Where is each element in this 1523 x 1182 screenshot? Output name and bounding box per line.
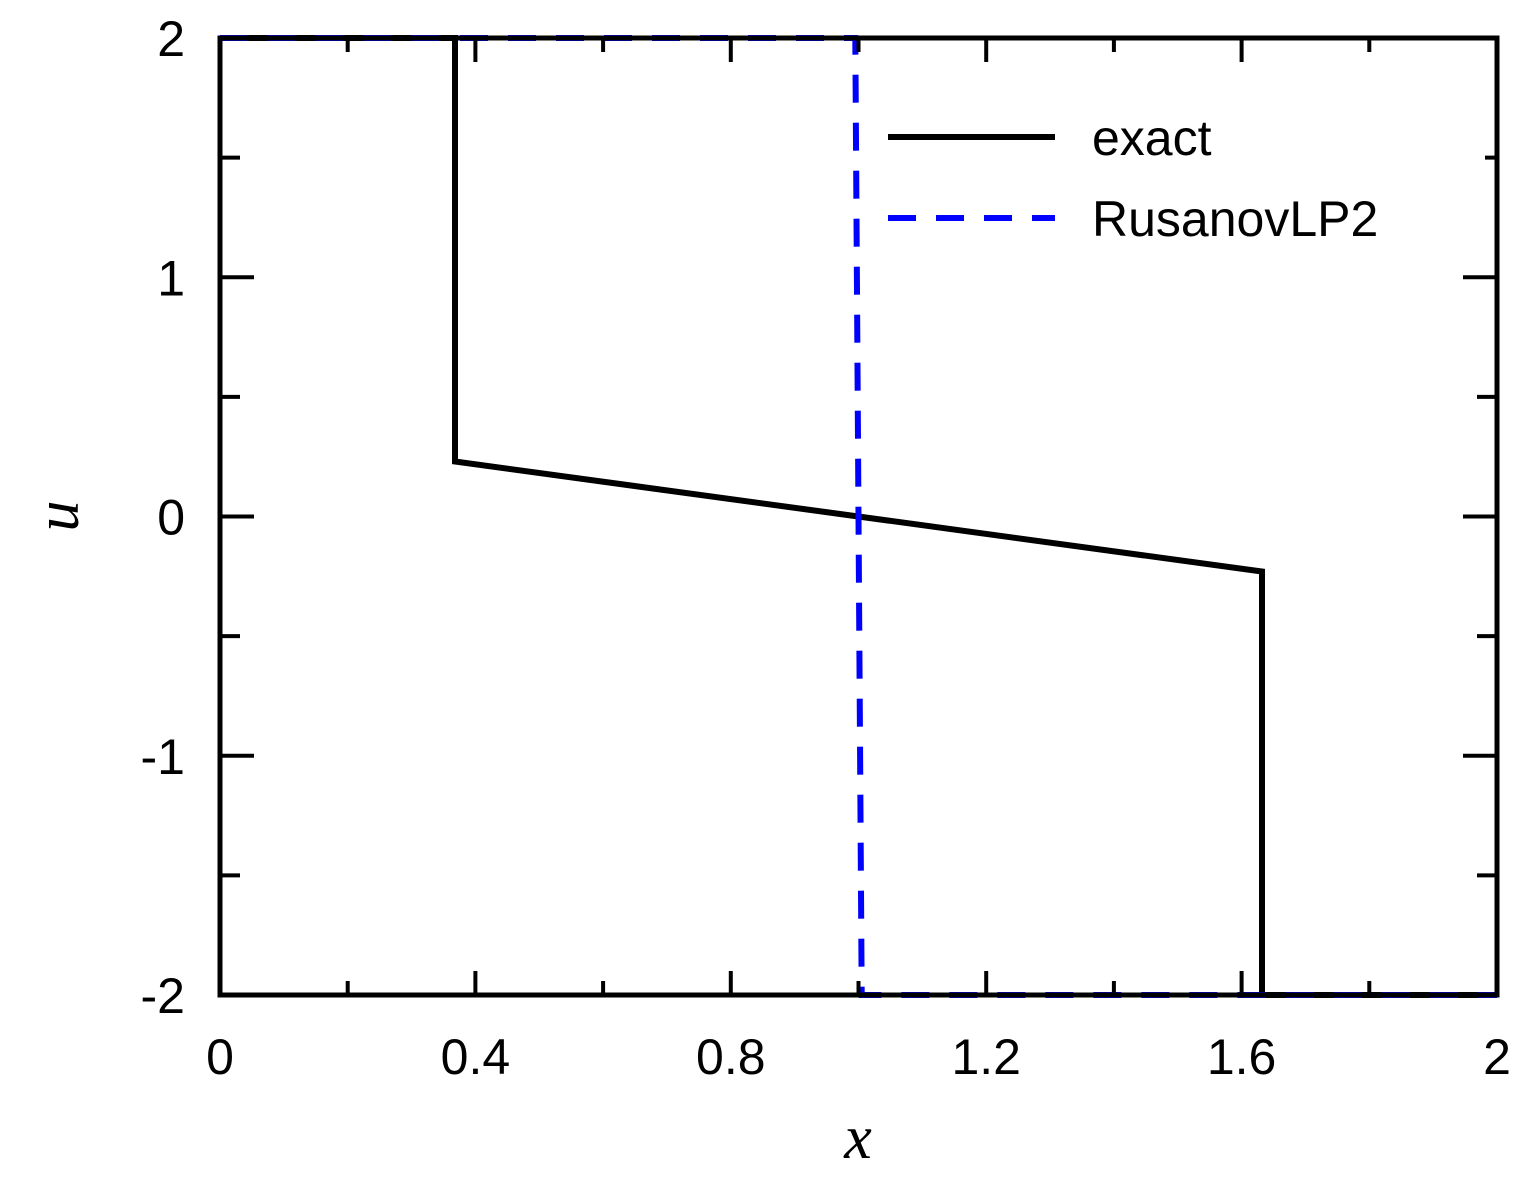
x-tick-label: 0.8 [696,1029,766,1085]
legend: exact RusanovLP2 [870,95,1485,270]
y-tick-label: 0 [157,490,185,546]
y-tick-label: 2 [157,11,185,67]
x-tick-label: 2 [1483,1029,1511,1085]
x-tick-label: 0.4 [441,1029,511,1085]
y-tick-label: -2 [141,968,185,1024]
x-tick-label: 1.2 [951,1029,1021,1085]
y-tick-label: 1 [157,250,185,306]
legend-box [870,95,1485,270]
y-tick-labels: -2 -1 0 1 2 [141,11,185,1024]
x-tick-label: 0 [206,1029,234,1085]
legend-label-rusanovlp2: RusanovLP2 [1092,191,1378,247]
y-axis-title: u [24,501,92,532]
y-tick-label: -1 [141,729,185,785]
tick-layer [218,36,1499,997]
legend-label-exact: exact [1092,110,1212,166]
x-tick-labels: 0 0.4 0.8 1.2 1.6 2 [206,1029,1511,1085]
x-tick-label: 1.6 [1207,1029,1277,1085]
series-line-rusanovlp2 [220,35,1497,998]
x-axis-title: x [843,1104,872,1172]
